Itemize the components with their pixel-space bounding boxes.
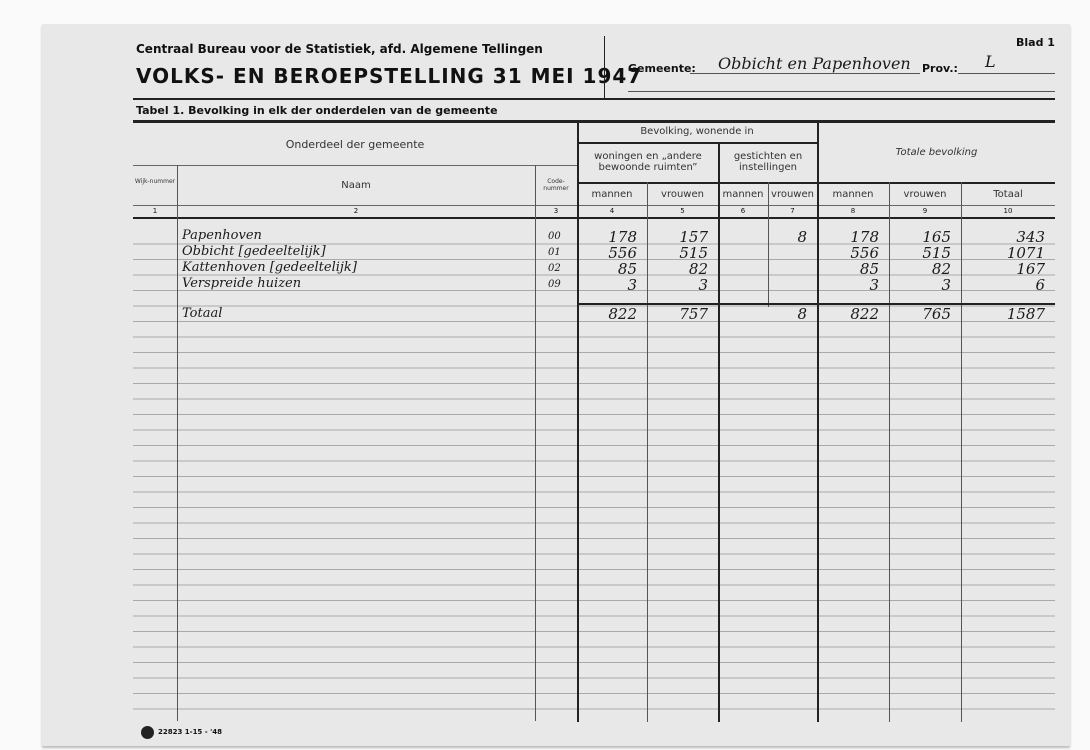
cell-c4: 85 [617,260,637,278]
province-value: L [985,52,996,71]
total-label: Totaal [182,306,223,321]
form-title: VOLKS- EN BEROEPSTELLING 31 MEI 1947 [136,64,643,88]
cell-c10: 1071 [1006,244,1045,262]
total-c10: 1587 [1006,305,1045,323]
cell-c7: 8 [797,228,807,246]
cell-c5: 3 [698,276,708,294]
header-bevolking: Bevolking, wonende in [640,126,754,137]
row-code: 01 [548,247,561,258]
ruled-lines [133,229,1055,721]
header-mannen: mannen [722,189,764,200]
total-c7: 8 [797,305,807,323]
header-mannen: mannen [832,189,874,200]
municipality-label: Gemeente: [628,62,696,75]
header-totaal: Totaal [993,189,1023,200]
agency-name: Centraal Bureau voor de Statistiek, afd.… [136,42,543,56]
row-name: Verspreide huizen [182,276,302,291]
cell-c10: 167 [1016,260,1045,278]
cell-c8: 3 [869,276,879,294]
cell-c10: 6 [1035,276,1045,294]
total-c9: 765 [922,305,951,323]
header-vrouwen: vrouwen [661,189,704,200]
cell-c4: 556 [608,244,637,262]
header-code: Code-nummer [543,178,569,192]
row-code: 09 [548,279,561,290]
printer-logo-icon [141,726,154,739]
column-number: 7 [790,207,795,215]
column-number: 5 [680,207,685,215]
municipality-value: Obbicht en Papenhoven [718,54,911,73]
column-number: 4 [609,207,615,215]
cell-c10: 343 [1016,228,1045,246]
cell-c9: 515 [922,244,951,262]
column-number: 8 [850,207,856,215]
province-label: Prov.: [922,62,958,75]
total-c4: 822 [608,305,637,323]
column-number: 10 [1003,207,1013,215]
header-totale: Totale bevolking [895,147,978,158]
header-vrouwen: vrouwen [903,189,947,200]
column-number: 1 [152,207,158,215]
column-number: 9 [922,207,928,215]
column-number: 3 [553,207,559,215]
divider [604,36,605,98]
row-name: Papenhoven [182,228,262,243]
cell-c9: 165 [922,228,951,246]
column-number: 2 [353,207,359,215]
cell-c4: 178 [608,228,637,246]
table-caption: Tabel 1. Bevolking in elk der onderdelen… [136,104,498,117]
row-code: 02 [548,263,561,274]
sheet-number: Blad 1 [1016,36,1055,49]
column-number: 6 [740,207,746,215]
row-name: Obbicht [gedeeltelijk] [182,244,326,259]
cell-c5: 157 [679,228,708,246]
cell-c8: 85 [859,260,879,278]
header-wijk: Wijk-nummer [134,178,176,185]
cell-c9: 82 [931,260,951,278]
header-woningen: woningen en „andere bewoonde ruimten” [594,151,702,173]
header-gestichten: gestichten en instellingen [733,151,803,173]
cell-c8: 178 [850,228,879,246]
total-c8: 822 [850,305,879,323]
cell-c8: 556 [850,244,879,262]
header-vrouwen: vrouwen [771,189,814,200]
cell-c5: 515 [679,244,708,262]
cell-c9: 3 [941,276,951,294]
header-section: Onderdeel der gemeente [285,138,425,151]
cell-c4: 3 [627,276,637,294]
row-name: Kattenhoven [gedeeltelijk] [182,260,357,275]
header-mannen: mannen [591,189,633,200]
total-c5: 757 [679,305,708,323]
header-naam: Naam [341,180,371,191]
cell-c5: 82 [688,260,708,278]
row-code: 00 [548,231,561,242]
print-code: 22823 1-15 - '48 [158,728,222,736]
